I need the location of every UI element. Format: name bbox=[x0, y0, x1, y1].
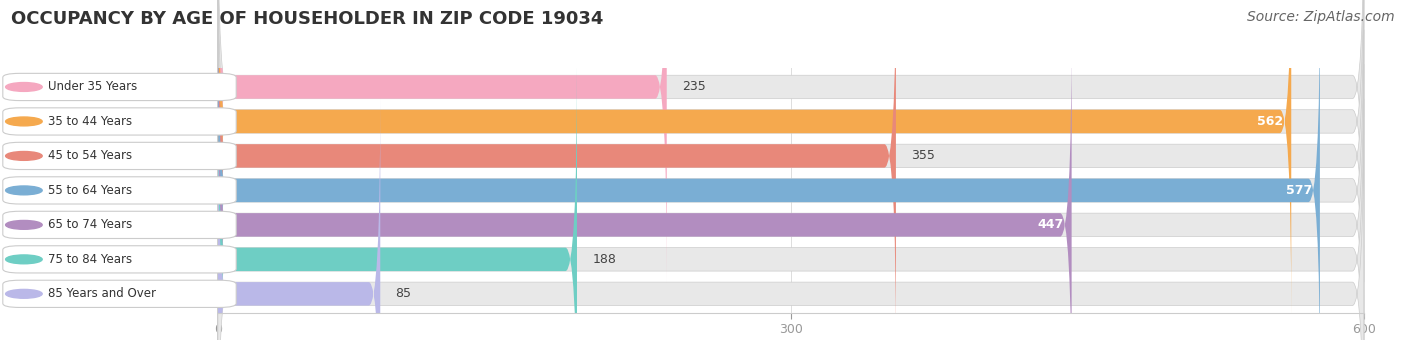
FancyBboxPatch shape bbox=[218, 64, 576, 340]
Text: 235: 235 bbox=[682, 81, 706, 94]
FancyBboxPatch shape bbox=[218, 99, 380, 340]
FancyBboxPatch shape bbox=[218, 0, 1320, 340]
Text: 85 Years and Over: 85 Years and Over bbox=[48, 287, 156, 300]
FancyBboxPatch shape bbox=[218, 30, 1364, 340]
Text: 55 to 64 Years: 55 to 64 Years bbox=[48, 184, 132, 197]
Text: 355: 355 bbox=[911, 149, 935, 163]
FancyBboxPatch shape bbox=[218, 30, 1071, 340]
FancyBboxPatch shape bbox=[218, 64, 1364, 340]
Text: 562: 562 bbox=[1257, 115, 1284, 128]
Text: 75 to 84 Years: 75 to 84 Years bbox=[48, 253, 132, 266]
Text: 447: 447 bbox=[1038, 218, 1064, 232]
Text: 45 to 54 Years: 45 to 54 Years bbox=[48, 149, 132, 163]
FancyBboxPatch shape bbox=[218, 0, 1291, 317]
Text: 188: 188 bbox=[592, 253, 616, 266]
FancyBboxPatch shape bbox=[218, 0, 896, 340]
Text: Source: ZipAtlas.com: Source: ZipAtlas.com bbox=[1247, 10, 1395, 24]
Text: 65 to 74 Years: 65 to 74 Years bbox=[48, 218, 132, 232]
Text: 85: 85 bbox=[395, 287, 412, 300]
FancyBboxPatch shape bbox=[218, 0, 1364, 340]
Text: 35 to 44 Years: 35 to 44 Years bbox=[48, 115, 132, 128]
FancyBboxPatch shape bbox=[218, 0, 666, 282]
Text: Under 35 Years: Under 35 Years bbox=[48, 81, 136, 94]
Text: 577: 577 bbox=[1286, 184, 1312, 197]
Text: OCCUPANCY BY AGE OF HOUSEHOLDER IN ZIP CODE 19034: OCCUPANCY BY AGE OF HOUSEHOLDER IN ZIP C… bbox=[11, 10, 603, 28]
FancyBboxPatch shape bbox=[218, 0, 1364, 317]
FancyBboxPatch shape bbox=[218, 0, 1364, 282]
FancyBboxPatch shape bbox=[218, 0, 1364, 340]
FancyBboxPatch shape bbox=[218, 99, 1364, 340]
